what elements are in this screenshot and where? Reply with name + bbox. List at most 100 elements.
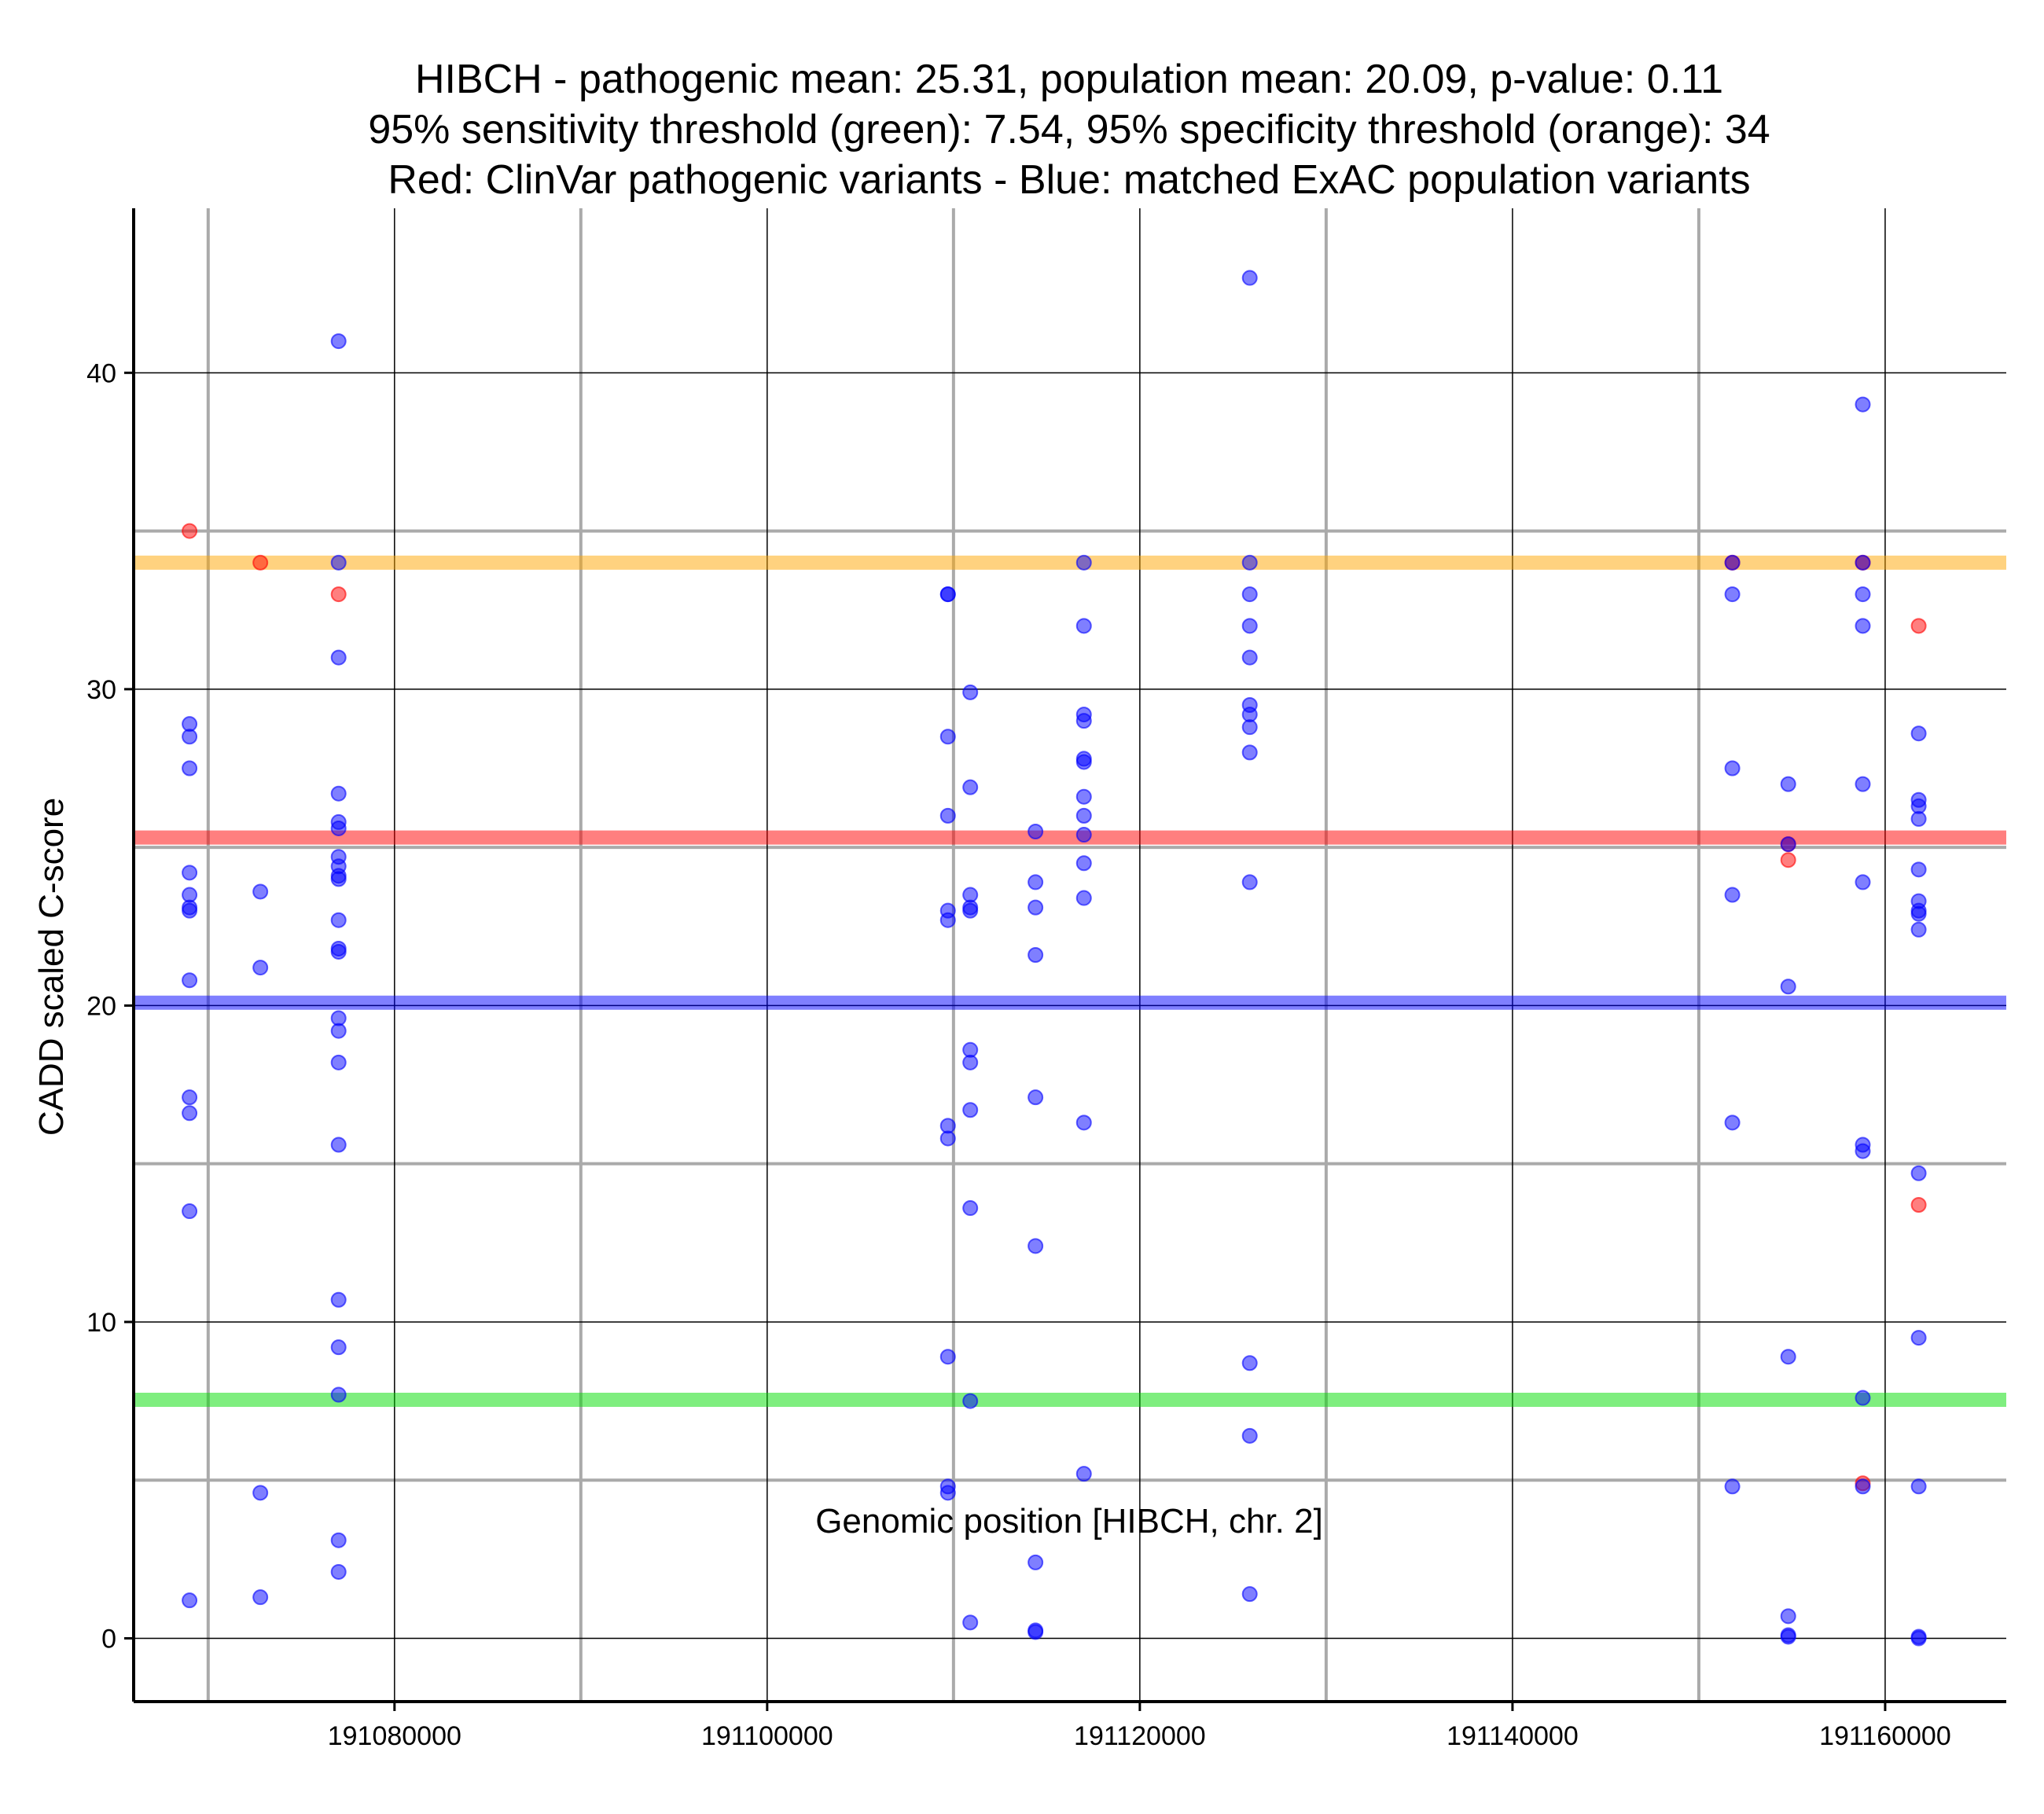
x-axis-title: Genomic position [HIBCH, chr. 2] (815, 1502, 1323, 1540)
population-point (330, 1563, 347, 1580)
population-point (252, 960, 269, 976)
population-point (182, 1089, 198, 1106)
y-tick-label: 0 (101, 1624, 116, 1654)
population-point (182, 729, 198, 745)
population-point (1724, 887, 1741, 903)
population-point (1780, 776, 1796, 792)
population-point (962, 779, 979, 795)
population-point (252, 883, 269, 900)
population-point (1910, 810, 1927, 827)
population-point (1075, 788, 1092, 805)
population-point (1241, 554, 1258, 571)
population-point (1028, 1554, 1044, 1570)
x-tick-label: 191140000 (1447, 1721, 1579, 1751)
population-point (1241, 874, 1258, 890)
population-point (962, 684, 979, 700)
data-points (182, 270, 1927, 1647)
population-point (1910, 1630, 1927, 1647)
minor-gridlines (134, 208, 2006, 1702)
population-point (1241, 618, 1258, 634)
y-tick-label: 20 (86, 991, 116, 1021)
population-point (1028, 824, 1044, 840)
population-point (1028, 947, 1044, 963)
population-point (1910, 725, 1927, 742)
population-point (330, 554, 347, 571)
population-point (1075, 618, 1092, 634)
x-tick-label: 191100000 (701, 1721, 833, 1751)
threshold-lines (134, 555, 2006, 1407)
population-point (330, 649, 347, 666)
pathogenic-point (1910, 618, 1927, 634)
population-point (330, 785, 347, 802)
x-tick-label: 191080000 (328, 1721, 461, 1751)
population-point (1241, 1355, 1258, 1372)
population-point (1855, 1478, 1871, 1495)
population-point (1724, 554, 1741, 571)
population-point (1241, 1586, 1258, 1603)
population-point (1028, 1089, 1044, 1106)
population-point (182, 1105, 198, 1122)
population-point (182, 1203, 198, 1220)
x-tick-label: 191160000 (1819, 1721, 1951, 1751)
major-gridlines (134, 208, 2006, 1702)
population-point (252, 1485, 269, 1501)
population-point (330, 1137, 347, 1153)
chart-title-line-2: 95% sensitivity threshold (green): 7.54,… (368, 107, 1770, 152)
population-point (1780, 1608, 1796, 1625)
population-point (1075, 855, 1092, 872)
population-point (1028, 1238, 1044, 1254)
population-point (1910, 1330, 1927, 1346)
y-axis-ticks: 0 10 20 30 40 (86, 358, 134, 1654)
population-point (939, 912, 956, 928)
population-point (1075, 1466, 1092, 1482)
pathogenic-point (1910, 1197, 1927, 1214)
population-point (330, 820, 347, 836)
population-point (330, 912, 347, 928)
population-point (939, 586, 956, 603)
population-point (1075, 807, 1092, 824)
population-point (1724, 1478, 1741, 1495)
population-point (1028, 1624, 1044, 1640)
population-point (1075, 554, 1092, 571)
population-point (962, 1200, 979, 1217)
population-point (939, 1485, 956, 1501)
y-tick-label: 30 (86, 675, 116, 705)
population-point (939, 1349, 956, 1365)
population-point (330, 1054, 347, 1070)
population-point (1855, 1390, 1871, 1406)
population-point (330, 1386, 347, 1403)
population-point (939, 807, 956, 824)
population-point (1910, 921, 1927, 938)
population-point (962, 1102, 979, 1118)
population-point (330, 943, 347, 960)
chart-title-line-1: HIBCH - pathogenic mean: 25.31, populati… (415, 57, 1723, 102)
pathogenic-point (330, 586, 347, 603)
population-point (330, 333, 347, 350)
population-point (1910, 1478, 1927, 1495)
population-point (182, 865, 198, 881)
y-tick-label: 40 (86, 358, 116, 388)
population-point (1075, 713, 1092, 729)
population-point (1724, 1114, 1741, 1131)
population-point (1075, 827, 1092, 843)
population-point (330, 1339, 347, 1356)
population-point (1241, 649, 1258, 666)
population-point (1028, 874, 1044, 890)
population-point (1241, 744, 1258, 761)
population-point (1855, 618, 1871, 634)
population-point (252, 1589, 269, 1606)
population-point (182, 972, 198, 989)
population-point (1075, 1114, 1092, 1131)
population-point (962, 1393, 979, 1409)
population-point (1724, 760, 1741, 777)
population-point (1241, 1427, 1258, 1444)
population-point (1855, 1143, 1871, 1159)
population-point (1780, 836, 1796, 853)
population-point (1780, 1629, 1796, 1645)
population-point (1780, 1349, 1796, 1365)
population-point (962, 1614, 979, 1631)
population-point (1241, 270, 1258, 286)
population-point (962, 902, 979, 919)
population-point (1075, 754, 1092, 770)
